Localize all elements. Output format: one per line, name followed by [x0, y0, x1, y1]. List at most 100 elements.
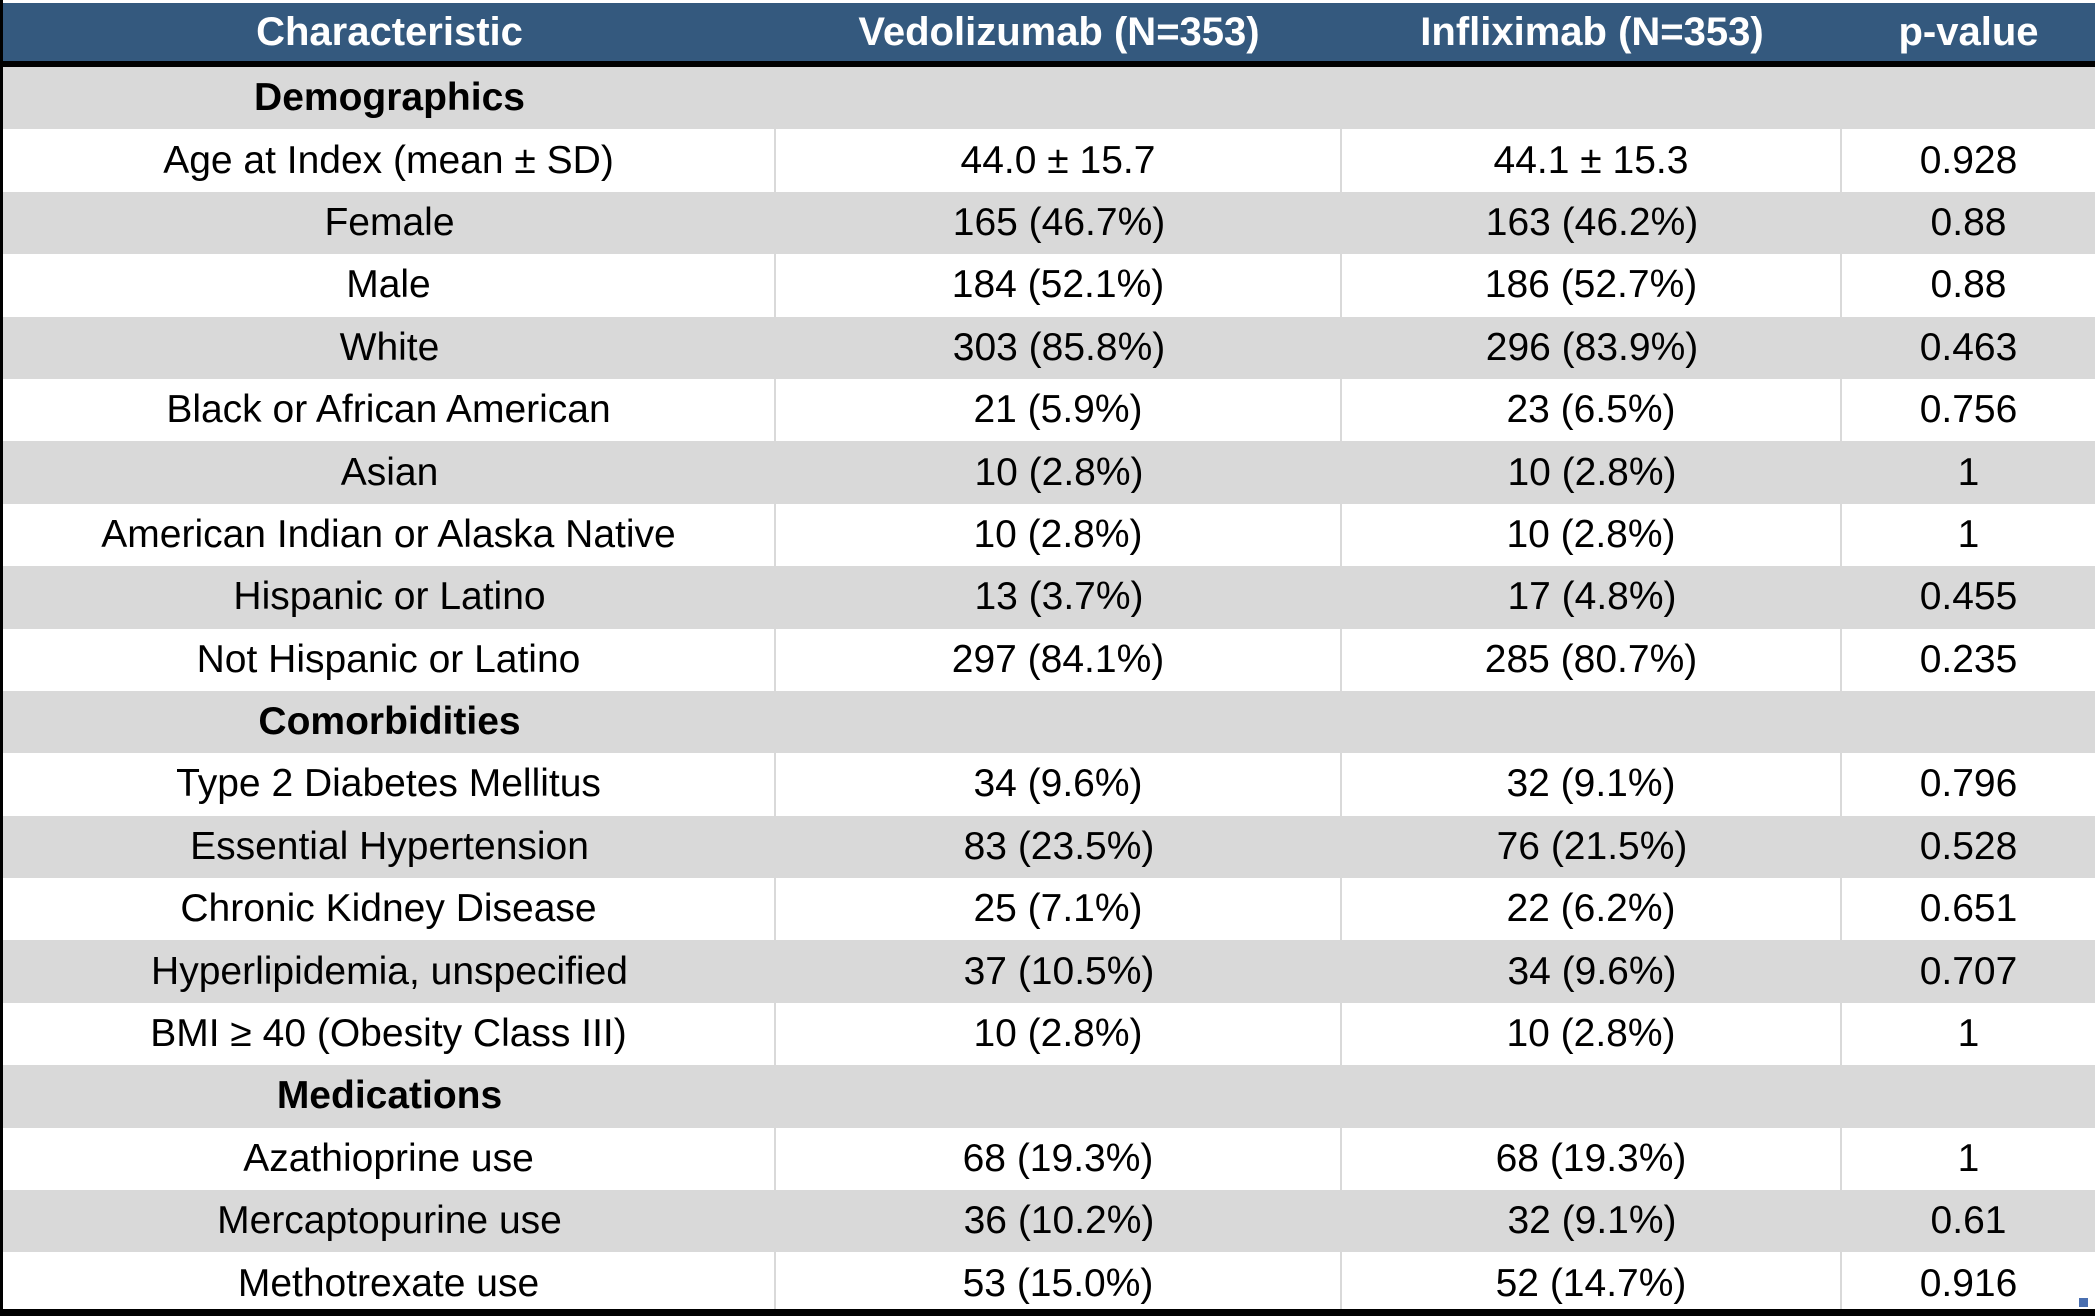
- resize-handle[interactable]: [2079, 1298, 2088, 1307]
- table-row: Hyperlipidemia, unspecified 37 (10.5%) 34 …: [3, 940, 2095, 1002]
- cell-characteristic[interactable]: Age at Index (mean ± SD): [3, 129, 776, 191]
- cell-infliximab[interactable]: 23 (6.5%): [1342, 379, 1842, 441]
- header-vedolizumab[interactable]: Vedolizumab (N=353): [776, 3, 1342, 67]
- cell-infliximab[interactable]: [1342, 1065, 1842, 1127]
- cell-infliximab[interactable]: 32 (9.1%): [1342, 753, 1842, 815]
- header-characteristic[interactable]: Characteristic: [3, 3, 776, 67]
- cell-p-value[interactable]: 1: [1842, 1003, 2095, 1065]
- cell-characteristic[interactable]: Hyperlipidemia, unspecified: [3, 940, 776, 1002]
- cell-vedolizumab[interactable]: 10 (2.8%): [776, 1003, 1342, 1065]
- cell-characteristic[interactable]: Chronic Kidney Disease: [3, 878, 776, 940]
- cell-vedolizumab[interactable]: 34 (9.6%): [776, 753, 1342, 815]
- cell-p-value[interactable]: 0.455: [1842, 566, 2095, 628]
- cell-p-value[interactable]: 1: [1842, 1128, 2095, 1190]
- cell-vedolizumab[interactable]: 83 (23.5%): [776, 816, 1342, 878]
- table-row: Methotrexate use 53 (15.0%) 52 (14.7%) 0.91…: [3, 1252, 2095, 1314]
- cell-characteristic[interactable]: BMI ≥ 40 (Obesity Class III): [3, 1003, 776, 1065]
- cell-characteristic[interactable]: Asian: [3, 441, 776, 503]
- cell-vedolizumab[interactable]: 21 (5.9%): [776, 379, 1342, 441]
- cell-characteristic[interactable]: Not Hispanic or Latino: [3, 629, 776, 691]
- cell-characteristic[interactable]: Methotrexate use: [3, 1252, 776, 1314]
- cell-p-value[interactable]: 0.756: [1842, 379, 2095, 441]
- cell-vedolizumab[interactable]: 10 (2.8%): [776, 441, 1342, 503]
- table-row: American Indian or Alaska Native 10 (2.8%…: [3, 504, 2095, 566]
- cell-infliximab[interactable]: 52 (14.7%): [1342, 1252, 1842, 1314]
- cell-characteristic[interactable]: Essential Hypertension: [3, 816, 776, 878]
- section-row: Medications: [3, 1065, 2095, 1127]
- table-row: BMI ≥ 40 (Obesity Class III) 10 (2.8%) 10 …: [3, 1003, 2095, 1065]
- cell-infliximab[interactable]: 10 (2.8%): [1342, 441, 1842, 503]
- cell-vedolizumab[interactable]: 68 (19.3%): [776, 1128, 1342, 1190]
- cell-p-value[interactable]: 1: [1842, 441, 2095, 503]
- cell-characteristic[interactable]: American Indian or Alaska Native: [3, 504, 776, 566]
- cell-p-value[interactable]: 0.61: [1842, 1190, 2095, 1252]
- cell-vedolizumab[interactable]: [776, 691, 1342, 753]
- cell-p-value[interactable]: 0.528: [1842, 816, 2095, 878]
- cell-infliximab[interactable]: 76 (21.5%): [1342, 816, 1842, 878]
- section-label[interactable]: Comorbidities: [3, 691, 776, 753]
- cell-infliximab[interactable]: 296 (83.9%): [1342, 317, 1842, 379]
- cell-p-value[interactable]: [1842, 67, 2095, 129]
- table-row: Hispanic or Latino 13 (3.7%) 17 (4.8%) 0.45…: [3, 566, 2095, 628]
- table-row: Not Hispanic or Latino 297 (84.1%) 285 (80…: [3, 629, 2095, 691]
- cell-p-value[interactable]: 0.88: [1842, 192, 2095, 254]
- cell-vedolizumab[interactable]: 165 (46.7%): [776, 192, 1342, 254]
- cell-characteristic[interactable]: Type 2 Diabetes Mellitus: [3, 753, 776, 815]
- cell-infliximab[interactable]: 285 (80.7%): [1342, 629, 1842, 691]
- cell-characteristic[interactable]: Female: [3, 192, 776, 254]
- baseline-characteristics-table: Characteristic Vedolizumab (N=353) Infli…: [3, 3, 2095, 1315]
- cell-infliximab[interactable]: 17 (4.8%): [1342, 566, 1842, 628]
- table-row: Black or African American 21 (5.9%) 23 (6.…: [3, 379, 2095, 441]
- cell-p-value[interactable]: 0.707: [1842, 940, 2095, 1002]
- cell-vedolizumab[interactable]: [776, 67, 1342, 129]
- cell-vedolizumab[interactable]: 37 (10.5%): [776, 940, 1342, 1002]
- cell-p-value[interactable]: 0.463: [1842, 317, 2095, 379]
- table-row: Mercaptopurine use 36 (10.2%) 32 (9.1%) 0.6…: [3, 1190, 2095, 1252]
- cell-characteristic[interactable]: Male: [3, 254, 776, 316]
- cell-p-value[interactable]: 1: [1842, 504, 2095, 566]
- cell-vedolizumab[interactable]: 184 (52.1%): [776, 254, 1342, 316]
- cell-infliximab[interactable]: 22 (6.2%): [1342, 878, 1842, 940]
- cell-vedolizumab[interactable]: 53 (15.0%): [776, 1252, 1342, 1314]
- cell-infliximab[interactable]: [1342, 67, 1842, 129]
- header-infliximab[interactable]: Infliximab (N=353): [1342, 3, 1842, 67]
- cell-p-value[interactable]: 0.88: [1842, 254, 2095, 316]
- cell-vedolizumab[interactable]: 10 (2.8%): [776, 504, 1342, 566]
- cell-p-value[interactable]: 0.796: [1842, 753, 2095, 815]
- cell-characteristic[interactable]: White: [3, 317, 776, 379]
- cell-vedolizumab[interactable]: 44.0 ± 15.7: [776, 129, 1342, 191]
- cell-p-value[interactable]: 0.916: [1842, 1252, 2095, 1314]
- table-row: Type 2 Diabetes Mellitus 34 (9.6%) 32 (9.1…: [3, 753, 2095, 815]
- cell-vedolizumab[interactable]: [776, 1065, 1342, 1127]
- cell-p-value[interactable]: 0.235: [1842, 629, 2095, 691]
- cell-characteristic[interactable]: Azathioprine use: [3, 1128, 776, 1190]
- header-p-value[interactable]: p-value: [1842, 3, 2095, 67]
- section-label[interactable]: Demographics: [3, 67, 776, 129]
- cell-characteristic[interactable]: Hispanic or Latino: [3, 566, 776, 628]
- cell-p-value[interactable]: 0.651: [1842, 878, 2095, 940]
- header-row: Characteristic Vedolizumab (N=353) Infli…: [3, 3, 2095, 67]
- section-label[interactable]: Medications: [3, 1065, 776, 1127]
- cell-p-value[interactable]: [1842, 691, 2095, 753]
- cell-infliximab[interactable]: 163 (46.2%): [1342, 192, 1842, 254]
- cell-characteristic[interactable]: Mercaptopurine use: [3, 1190, 776, 1252]
- cell-infliximab[interactable]: 44.1 ± 15.3: [1342, 129, 1842, 191]
- cell-infliximab[interactable]: 10 (2.8%): [1342, 504, 1842, 566]
- bottom-border: [0, 1309, 2095, 1316]
- cell-vedolizumab[interactable]: 303 (85.8%): [776, 317, 1342, 379]
- cell-infliximab[interactable]: 10 (2.8%): [1342, 1003, 1842, 1065]
- cell-vedolizumab[interactable]: 297 (84.1%): [776, 629, 1342, 691]
- section-row: Comorbidities: [3, 691, 2095, 753]
- cell-infliximab[interactable]: 186 (52.7%): [1342, 254, 1842, 316]
- cell-vedolizumab[interactable]: 25 (7.1%): [776, 878, 1342, 940]
- cell-p-value[interactable]: [1842, 1065, 2095, 1127]
- cell-characteristic[interactable]: Black or African American: [3, 379, 776, 441]
- cell-p-value[interactable]: 0.928: [1842, 129, 2095, 191]
- cell-infliximab[interactable]: 32 (9.1%): [1342, 1190, 1842, 1252]
- cell-vedolizumab[interactable]: 13 (3.7%): [776, 566, 1342, 628]
- cell-infliximab[interactable]: 68 (19.3%): [1342, 1128, 1842, 1190]
- cell-infliximab[interactable]: [1342, 691, 1842, 753]
- cell-infliximab[interactable]: 34 (9.6%): [1342, 940, 1842, 1002]
- cell-vedolizumab[interactable]: 36 (10.2%): [776, 1190, 1342, 1252]
